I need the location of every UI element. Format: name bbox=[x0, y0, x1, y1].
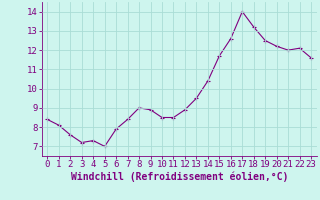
X-axis label: Windchill (Refroidissement éolien,°C): Windchill (Refroidissement éolien,°C) bbox=[70, 172, 288, 182]
